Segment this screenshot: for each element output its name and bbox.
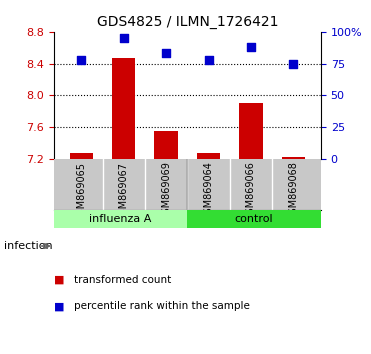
Text: ■: ■ xyxy=(54,301,64,311)
Bar xyxy=(239,103,263,159)
Text: infection: infection xyxy=(4,241,52,251)
Point xyxy=(78,57,84,63)
Point xyxy=(163,51,169,56)
Bar xyxy=(154,131,178,159)
Text: GSM869069: GSM869069 xyxy=(161,162,171,221)
Bar xyxy=(112,58,135,159)
Text: influenza A: influenza A xyxy=(89,214,152,224)
Text: GSM869066: GSM869066 xyxy=(246,162,256,221)
Text: GSM869064: GSM869064 xyxy=(204,162,214,221)
Text: GSM869068: GSM869068 xyxy=(288,162,298,221)
Bar xyxy=(54,210,187,228)
Text: GSM869065: GSM869065 xyxy=(76,162,86,221)
Bar xyxy=(282,158,305,159)
Bar xyxy=(187,210,321,228)
Text: percentile rank within the sample: percentile rank within the sample xyxy=(74,301,250,311)
Point xyxy=(248,44,254,50)
Text: ■: ■ xyxy=(54,275,64,285)
Text: transformed count: transformed count xyxy=(74,275,171,285)
Text: GSM869067: GSM869067 xyxy=(119,162,129,221)
Bar xyxy=(197,153,220,159)
Point xyxy=(206,57,211,63)
Bar xyxy=(70,153,93,159)
Text: control: control xyxy=(235,214,273,224)
Title: GDS4825 / ILMN_1726421: GDS4825 / ILMN_1726421 xyxy=(96,16,278,29)
Point xyxy=(121,35,127,41)
Point xyxy=(290,61,296,67)
